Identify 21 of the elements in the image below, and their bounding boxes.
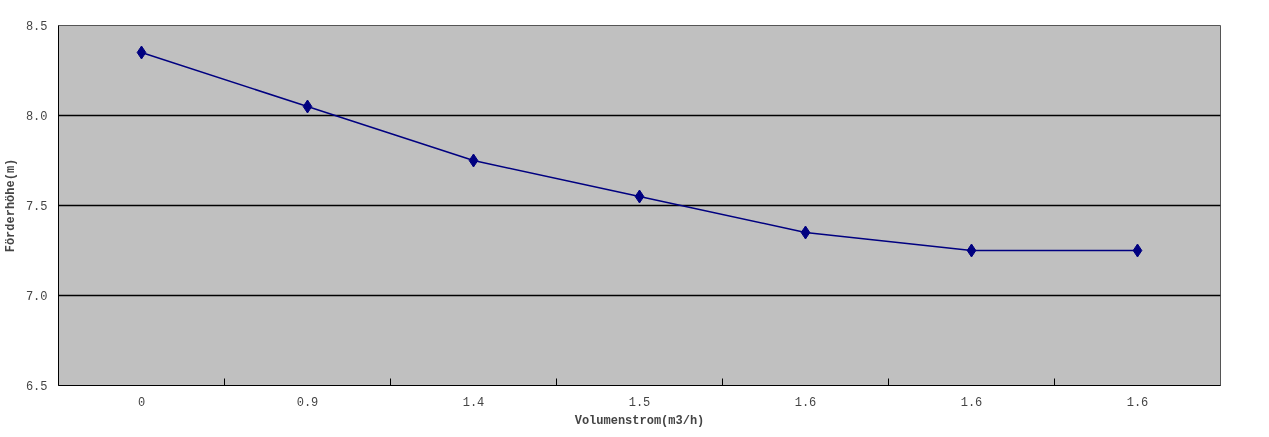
point <box>1132 243 1143 258</box>
x-tick-label: 1.4 <box>462 395 485 410</box>
point <box>800 225 811 240</box>
x-tick-label: 1.6 <box>794 395 817 410</box>
x-tick-label: 0.9 <box>296 395 319 410</box>
point <box>302 99 313 114</box>
y-tick-label: 6.5 <box>25 380 48 394</box>
y-tick-label: 8.5 <box>25 20 48 34</box>
y-tick-label: 8.0 <box>25 110 48 124</box>
x-axis-title: Volumenstrom(m3/h) <box>574 413 705 428</box>
x-tick-label: 1.6 <box>960 395 983 410</box>
x-tick-label: 1.5 <box>628 395 651 410</box>
x-tick-label: 1.6 <box>1126 395 1149 410</box>
point <box>468 153 479 168</box>
y-axis-title: Förderhöhe(m) <box>3 158 18 253</box>
point <box>136 45 147 60</box>
x-tick-label: 0 <box>137 395 146 410</box>
y-tick-label: 7.5 <box>25 200 48 214</box>
point <box>966 243 977 258</box>
y-tick-label: 7.0 <box>25 290 48 304</box>
point <box>634 189 645 204</box>
